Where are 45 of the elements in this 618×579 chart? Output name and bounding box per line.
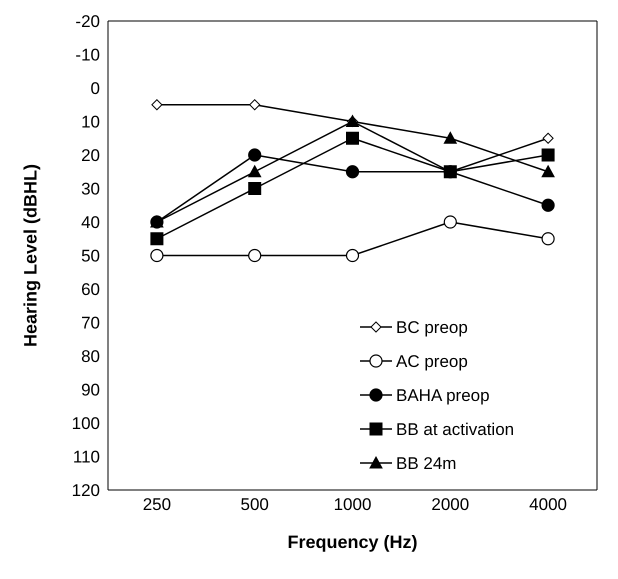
y-tick-label: 20 xyxy=(81,146,100,166)
x-tick-label: 500 xyxy=(240,495,269,514)
point xyxy=(542,232,555,246)
point xyxy=(346,248,360,262)
y-tick-label: -20 xyxy=(75,12,100,32)
point xyxy=(542,148,555,162)
point xyxy=(542,165,555,178)
point xyxy=(444,215,457,229)
y-tick-label: 110 xyxy=(72,448,100,467)
legend-label: AC preop xyxy=(396,352,468,371)
point xyxy=(248,148,262,162)
point xyxy=(151,99,162,110)
y-tick-label: 120 xyxy=(72,481,100,500)
point xyxy=(249,99,260,110)
y-tick-label: 60 xyxy=(81,280,100,300)
y-tick-label: -10 xyxy=(75,46,100,65)
point xyxy=(542,132,554,144)
legend-label: BC preop xyxy=(396,318,468,337)
point xyxy=(248,182,262,195)
y-tick-label: 30 xyxy=(81,180,100,199)
y-tick-label: 0 xyxy=(90,79,100,98)
point xyxy=(150,248,164,262)
point xyxy=(542,198,555,212)
point xyxy=(346,132,359,145)
y-tick-label: 10 xyxy=(81,112,100,132)
point xyxy=(346,165,360,178)
x-tick-label: 4000 xyxy=(529,495,568,514)
y-tick-label: 40 xyxy=(81,213,100,232)
legend-label: BB 24m xyxy=(396,454,456,473)
point xyxy=(150,232,164,246)
y-tick-label: 80 xyxy=(81,347,100,366)
point xyxy=(248,165,262,178)
y-tick-label: 90 xyxy=(81,380,100,400)
point xyxy=(248,248,262,262)
x-tick-label: 250 xyxy=(142,495,172,514)
y-axis-title: Hearing Level (dBHL) xyxy=(20,164,40,348)
legend-label: BAHA preop xyxy=(396,386,490,405)
point xyxy=(444,132,457,144)
x-tick-label: 1000 xyxy=(334,495,372,514)
y-tick-label: 100 xyxy=(72,414,100,434)
y-tick-label: 70 xyxy=(81,314,100,333)
legend-label: BB at activation xyxy=(396,420,514,439)
x-tick-label: 2000 xyxy=(431,495,470,514)
x-axis-title: Frequency (Hz) xyxy=(287,532,418,552)
y-tick-label: 50 xyxy=(81,246,100,266)
